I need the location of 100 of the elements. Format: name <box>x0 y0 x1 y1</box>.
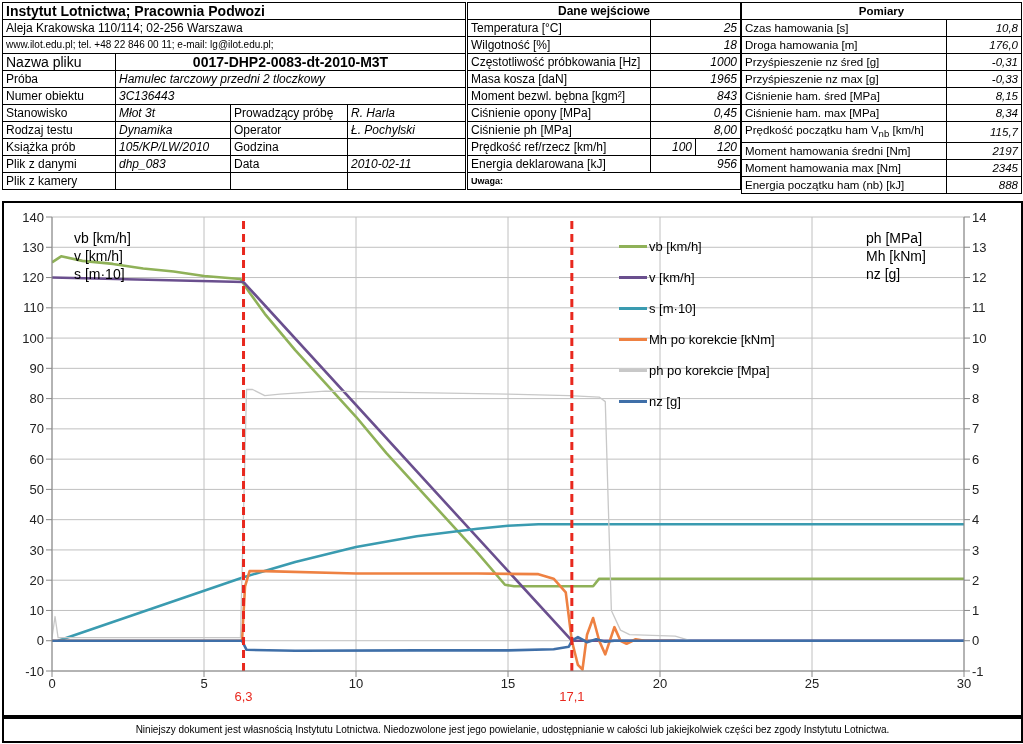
text: 25 <box>650 19 741 37</box>
y2-tick-label: 8 <box>972 391 980 407</box>
text: 956 <box>650 155 741 173</box>
y-tick-label: 10 <box>29 603 44 619</box>
text: Godzina <box>230 138 348 156</box>
y2-tick-label: 10 <box>972 330 987 346</box>
y-tick-label: 60 <box>29 451 44 467</box>
y2-tick-label: 3 <box>972 542 980 558</box>
y2-tick-label: 2 <box>972 572 980 588</box>
y-tick-label: 130 <box>22 239 44 255</box>
x-tick-label: 30 <box>956 676 972 692</box>
text: www.ilot.edu.pl; tel. +48 22 846 00 11; e-mail: lg@ilot.edu.pl; <box>2 36 466 54</box>
text: Dynamika <box>115 121 231 139</box>
text: Niniejszy dokument jest własnością Instytutu Lotnictwa. Niedozwolone jest jego powielanie, udostępnianie w całości lub jakiejkolwiek części bez zgody Instytutu Lotnictwa. <box>2 717 1023 743</box>
text: Plik z kamery <box>2 172 116 190</box>
legend-label: v [km/h] <box>648 269 696 287</box>
text: 3C136443 <box>115 87 466 105</box>
text: Moment hamowania średni [Nm] <box>741 142 947 160</box>
y2-tick-label: 12 <box>972 270 987 286</box>
text: 10,8 <box>946 19 1022 37</box>
text: -0,31 <box>946 53 1022 71</box>
y-tick-label: 100 <box>22 330 44 346</box>
text: Częstotliwość próbkowania [Hz] <box>467 53 651 71</box>
text: dhp_083 <box>115 155 231 173</box>
text: 105/KP/LW/2010 <box>115 138 231 156</box>
text: 888 <box>946 176 1022 194</box>
y-tick-label: 110 <box>23 300 44 316</box>
text: 2197 <box>946 142 1022 160</box>
text: Nazwa pliku <box>2 53 116 71</box>
y2-tick-label: -1 <box>972 663 984 679</box>
text: Ciśnienie ph [MPa] <box>467 121 651 139</box>
text: Temperatura [°C] <box>467 19 651 37</box>
y-tick-label: -10 <box>25 663 44 679</box>
text: Ciśnienie ham. śred [MPa] <box>741 87 947 105</box>
text: 120 <box>695 138 741 156</box>
x-tick-label: 5 <box>200 676 208 692</box>
text: 18 <box>650 36 741 54</box>
text: Aleja Krakowska 110/114; 02-256 Warszawa <box>2 19 466 37</box>
text: Przyśpieszenie nz śred [g] <box>741 53 947 71</box>
text: 843 <box>650 87 741 105</box>
text: Energia deklarowana [kJ] <box>467 155 651 173</box>
y-tick-label: 40 <box>29 512 44 528</box>
legend-label: Mh po korekcie [kNm] <box>648 331 776 349</box>
text: Prędkość ref/rzecz [km/h] <box>467 138 651 156</box>
y2-tick-label: 4 <box>972 512 980 528</box>
legend-label: nz [g] <box>648 393 682 411</box>
text: Data <box>230 155 348 173</box>
text: Próba <box>2 70 116 88</box>
ref-line-label: 17,1 <box>559 689 585 704</box>
x-tick-label: 20 <box>652 676 668 692</box>
y-tick-label: 90 <box>29 360 44 376</box>
y-tick-label: 0 <box>36 633 44 649</box>
text: 2345 <box>946 159 1022 177</box>
text: 176,0 <box>946 36 1022 54</box>
text: R. Harla <box>347 104 466 122</box>
text: Instytut Lotnictwa; Pracownia Podwozi <box>2 2 466 20</box>
text: Przyśpieszenie nz max [g] <box>741 70 947 88</box>
x-tick-label: 15 <box>500 676 516 692</box>
text: 100 <box>650 138 696 156</box>
text: Rodzaj testu <box>2 121 116 139</box>
y2-tick-label: 1 <box>972 603 980 619</box>
y2-tick-label: 6 <box>972 451 980 467</box>
legend-label: ph po korekcie [Mpa] <box>648 362 771 380</box>
text: Moment bezwl. bębna [kgm²] <box>467 87 651 105</box>
text: 0017-DHP2-0083-dt-2010-M3T <box>115 53 466 71</box>
y-tick-label: 120 <box>22 270 44 286</box>
text: 8,15 <box>946 87 1022 105</box>
text: 1965 <box>650 70 741 88</box>
text: Hamulec tarczowy przedni 2 tloczkowy <box>115 70 466 88</box>
text: Ciśnienie ham. max [MPa] <box>741 104 947 122</box>
y-tick-label: 30 <box>29 542 44 558</box>
legend-label: vb [km/h] <box>648 238 703 256</box>
y2-tick-label: 0 <box>972 633 980 649</box>
y-tick-label: 20 <box>29 572 44 588</box>
text: 8,00 <box>650 121 741 139</box>
text: Operator <box>230 121 348 139</box>
x-tick-label: 25 <box>804 676 820 692</box>
y2-tick-label: 11 <box>972 300 986 316</box>
y-tick-label: 70 <box>29 421 44 437</box>
ref-line-label: 6,3 <box>234 689 253 704</box>
y2-tick-label: 7 <box>972 421 980 437</box>
text: Ł. Pochylski <box>347 121 466 139</box>
y2-axis-title: ph [MPa] Mh [kNm] nz [g] <box>866 229 926 283</box>
text: Uwaga: <box>467 172 741 190</box>
text: Wilgotność [%] <box>467 36 651 54</box>
text: Młot 3t <box>115 104 231 122</box>
x-tick-label: 10 <box>348 676 364 692</box>
text: Pomiary <box>741 2 1022 20</box>
text: Moment hamowania max [Nm] <box>741 159 947 177</box>
text: Droga hamowania [m] <box>741 36 947 54</box>
text: Dane wejściowe <box>467 2 741 20</box>
line-series <box>52 635 964 653</box>
text: Stanowisko <box>2 104 116 122</box>
text: Plik z danymi <box>2 155 116 173</box>
text: Czas hamowania [s] <box>741 19 947 37</box>
y-tick-label: 50 <box>29 482 44 498</box>
text: 8,34 <box>946 104 1022 122</box>
y2-tick-label: 5 <box>972 482 980 498</box>
text: Prędkość początku ham V$_{nb}$ [km/h] <box>741 121 947 143</box>
legend-label: s [m·10] <box>648 300 697 318</box>
